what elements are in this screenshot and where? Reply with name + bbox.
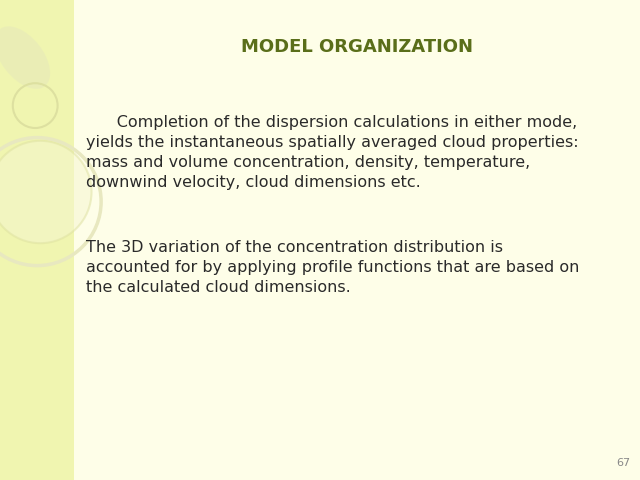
Text: Completion of the dispersion calculations in either mode,
yields the instantaneo: Completion of the dispersion calculation… [86, 115, 579, 190]
Ellipse shape [0, 26, 50, 89]
Text: MODEL ORGANIZATION: MODEL ORGANIZATION [241, 38, 473, 56]
Ellipse shape [0, 141, 92, 243]
FancyBboxPatch shape [0, 0, 74, 480]
Text: The 3D variation of the concentration distribution is
accounted for by applying : The 3D variation of the concentration di… [86, 240, 580, 295]
Text: 67: 67 [616, 458, 630, 468]
